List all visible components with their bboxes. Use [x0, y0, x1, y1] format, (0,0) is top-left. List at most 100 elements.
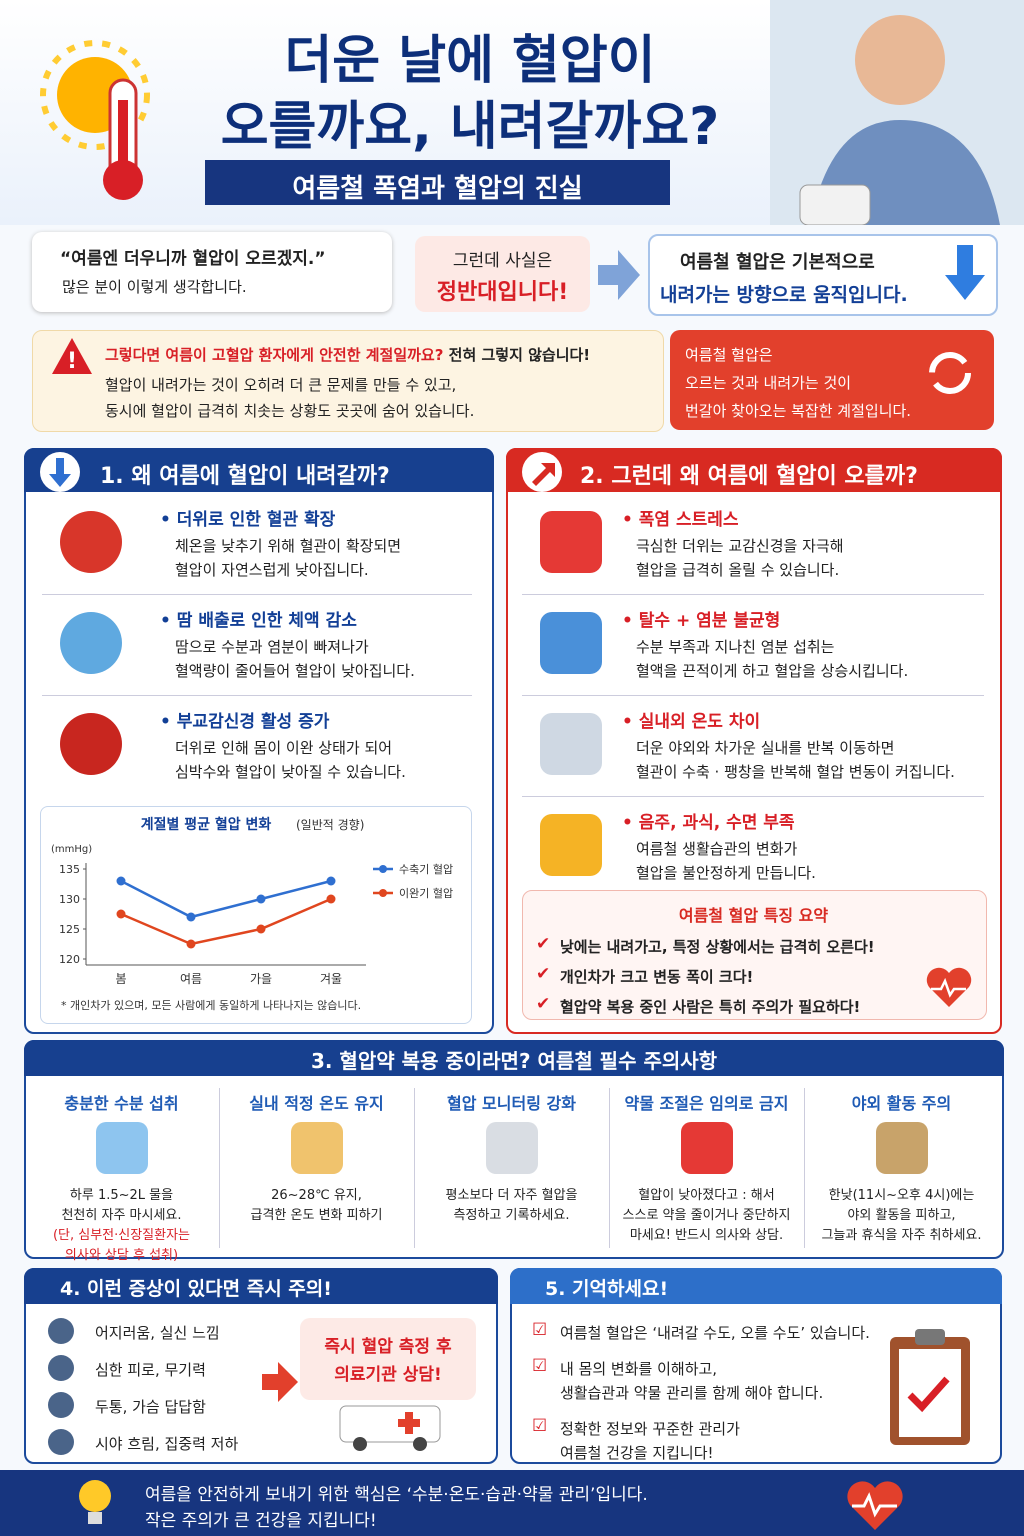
middle-line: 그런데 사실은	[452, 251, 553, 271]
heart-icon	[926, 967, 972, 1007]
down-arrow-icon	[945, 245, 985, 300]
fact-box	[648, 234, 998, 316]
section2-header	[506, 448, 1002, 492]
symptom: 두통, 가슴 답답함	[95, 1398, 206, 1416]
item-heading: • 탈수 + 염분 불균형	[622, 611, 781, 631]
summary-item: 개인차가 크고 변동 폭이 크다!	[560, 968, 754, 986]
chart-note: * 개인차가 있으며, 모든 사람에게 동일하게 나타나지는 않습니다.	[61, 998, 361, 1012]
chart-subtitle: (일반적 경향)	[296, 818, 364, 832]
warning-icon: !	[52, 338, 92, 374]
column-heading: 실내 적정 온도 유지	[249, 1094, 384, 1113]
legend-label: 수축기 혈압	[399, 862, 453, 876]
side-line: 여름철 혈압은	[685, 346, 773, 364]
x-tick-label: 여름	[180, 972, 202, 986]
section5-header	[510, 1268, 1002, 1304]
clipboard-icon	[890, 1329, 970, 1445]
series-line	[120, 879, 332, 919]
point	[326, 894, 336, 904]
item-heading: • 부교감신경 활성 증가	[160, 712, 330, 732]
quote: “여름엔 더우니까 혈압이 오르겠지.”	[60, 249, 326, 269]
legend-swatch	[379, 865, 387, 873]
side-line: 오르는 것과 내려가는 것이	[685, 374, 852, 392]
column-line: 야외 활동을 피하고,	[847, 1208, 956, 1223]
y-tick-label: 120	[59, 953, 80, 966]
item-icon	[540, 713, 602, 775]
subtitle: 여름철 폭염과 혈압의 진실	[292, 174, 583, 204]
item-icon	[60, 511, 122, 573]
item-line: 혈압을 불안정하게 만듭니다.	[636, 864, 816, 882]
column-heading: 야외 활동 주의	[851, 1094, 952, 1113]
symptom-icon	[48, 1392, 74, 1418]
item-line: 땀으로 수분과 염분이 빠져나가	[175, 638, 369, 656]
quote-note: 많은 분이 이렇게 생각합니다.	[62, 278, 247, 296]
point	[256, 894, 266, 904]
chart: 계절별 평균 혈압 변화 (일반적 경향) (mmHg) * 개인차가 있으며,…	[40, 806, 472, 1024]
summary-title: 여름철 혈압 특징 요약	[678, 906, 829, 925]
warning-line: 동시에 혈압이 급격히 치솟는 상황도 곳곳에 숨어 있습니다.	[105, 402, 475, 420]
column-heading: 약물 조절은 임의로 금지	[624, 1094, 789, 1113]
divider	[522, 695, 984, 696]
symptom: 어지러움, 실신 느낌	[95, 1324, 220, 1342]
summary-item: 혈압약 복용 중인 사람은 특히 주의가 필요하다!	[560, 998, 861, 1016]
column-line: 측정하고 기록하세요.	[453, 1208, 570, 1223]
column-line: 한낮(11시~오후 4시)에는	[828, 1188, 975, 1203]
item-line: 심박수와 혈압이 낮아질 수 있습니다.	[175, 763, 406, 781]
chart-title: 계절별 평균 혈압 변화	[141, 816, 272, 833]
item-line: 더위로 인해 몸이 이완 상태가 되어	[175, 739, 393, 757]
symptom: 심한 피로, 무기력	[95, 1361, 206, 1379]
item-line: 혈압을 급격히 올릴 수 있습니다.	[636, 561, 840, 579]
divider	[804, 1088, 805, 1248]
column-line: 스스로 약을 줄이거나 중단하지	[622, 1208, 791, 1223]
footer-line: 여름을 안전하게 보내기 위한 핵심은 ‘수분·온도·습관·약물 관리’입니다.	[145, 1485, 648, 1505]
x-tick-label: 가을	[250, 972, 272, 986]
divider	[522, 796, 984, 797]
item-line: 여름철 생활습관의 변화가	[636, 840, 798, 858]
check: ✔	[536, 994, 551, 1014]
y-tick-label: 135	[59, 863, 80, 876]
side-box	[670, 330, 994, 430]
symptom-icon	[48, 1429, 74, 1455]
series-line	[120, 897, 332, 946]
item-line: 혈액을 끈적이게 하고 혈압을 상승시킵니다.	[636, 662, 909, 680]
side-line: 번갈아 찾아오는 복잡한 계절입니다.	[685, 402, 912, 420]
svg-text:!: !	[67, 349, 77, 374]
item-line: 혈압이 자연스럽게 낮아집니다.	[175, 561, 369, 579]
down-icon	[40, 452, 80, 492]
middle-line: 정반대입니다!	[436, 280, 569, 305]
section1-title: 1. 왜 여름에 혈압이 내려갈까?	[100, 464, 390, 489]
column-line: 마세요! 반드시 의사와 상담.	[629, 1228, 784, 1243]
cycle-icon	[929, 352, 971, 394]
section4-title: 4. 이런 증상이 있다면 즉시 주의!	[60, 1278, 332, 1300]
column-note: (단, 심부전·신장질환자는	[52, 1228, 191, 1243]
arrow	[598, 250, 640, 300]
x-tick-label: 겨울	[320, 972, 342, 986]
divider	[42, 594, 472, 595]
callout-line: 즉시 혈압 측정 후	[324, 1337, 452, 1357]
column-icon	[486, 1122, 538, 1174]
divider	[609, 1088, 610, 1248]
column-line: 혈압이 낮아졌다고 : 해서	[638, 1188, 775, 1203]
x-tick-label: 봄	[115, 972, 126, 986]
arrow	[262, 1362, 298, 1402]
item-line: 체온을 낮추기 위해 혈관이 확장되면	[175, 537, 402, 555]
column-line: 급격한 온도 변화 피하기	[250, 1208, 383, 1223]
fact-box	[415, 236, 590, 312]
item-heading: • 실내외 온도 차이	[622, 712, 761, 732]
section4-header	[24, 1268, 498, 1304]
item-icon	[540, 814, 602, 876]
summary-item: 낮에는 내려가고, 특정 상황에서는 급격히 오른다!	[560, 938, 875, 956]
column-line: 하루 1.5~2L 물을	[69, 1188, 174, 1203]
section2-title: 2. 그런데 왜 여름에 혈압이 오를까?	[580, 464, 918, 489]
warning-box	[32, 330, 664, 432]
ambulance-icon	[339, 1405, 441, 1451]
item-heading: • 더위로 인한 혈관 확장	[160, 510, 336, 530]
subtitle-bar	[205, 160, 670, 205]
sun-thermometer-icon	[40, 40, 150, 200]
remember-line: 여름철 혈압은 ‘내려갈 수도, 오를 수도’ 있습니다.	[560, 1324, 870, 1342]
quote-box	[32, 232, 392, 312]
column-line: 그늘과 휴식을 자주 취하세요.	[821, 1228, 982, 1243]
item-line: 혈액량이 줄어들어 혈압이 낮아집니다.	[175, 662, 415, 680]
item-heading: • 음주, 과식, 수면 부족	[622, 813, 795, 833]
item-heading: • 땀 배출로 인한 체액 감소	[160, 611, 357, 631]
divider	[414, 1088, 415, 1248]
